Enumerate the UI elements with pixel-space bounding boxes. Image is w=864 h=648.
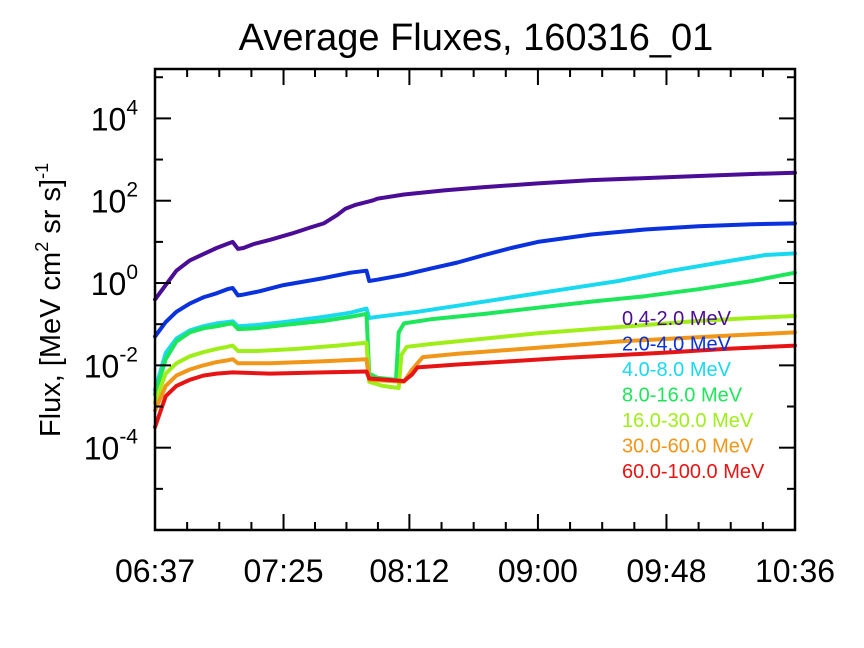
y-tick-labels: 104 102 100 10-2 10-4: [84, 96, 139, 466]
series-layer: [153, 170, 797, 430]
y-tick-label: 102: [91, 179, 138, 220]
series-line-6: [153, 330, 797, 413]
x-tick-label: 10:36: [755, 553, 835, 589]
series-line-2: [153, 221, 797, 339]
plot-frame: [153, 67, 797, 532]
x-tick-label: 08:12: [369, 553, 449, 589]
legend-entry-3: 4.0-8.0 MeV: [622, 359, 732, 381]
legend-entry-5: 16.0-30.0 MeV: [622, 410, 754, 432]
ticks-layer: [154, 69, 796, 530]
x-tick-label: 06:37: [115, 553, 195, 589]
legend-entry-6: 30.0-60.0 MeV: [622, 436, 754, 458]
y-tick-label: 104: [91, 96, 139, 137]
x-tick-label: 09:00: [498, 553, 578, 589]
y-tick-label: 100: [91, 261, 138, 302]
series-line-7: [153, 343, 797, 430]
legend: 0.4-2.0 MeV 2.0-4.0 MeV 4.0-8.0 MeV 8.0-16.…: [622, 308, 765, 483]
y-axis-label-base: Flux, [MeV cm: [35, 252, 67, 437]
legend-entry-4: 8.0-16.0 MeV: [622, 385, 743, 407]
y-axis-label-cm-exp: 2: [32, 242, 52, 252]
x-tick-label: 09:48: [626, 553, 706, 589]
legend-entry-1: 0.4-2.0 MeV: [622, 308, 732, 330]
y-tick-label: 10-2: [84, 343, 138, 384]
y-axis-label-middle: sr s]: [35, 179, 67, 242]
y-axis-label-exp: -1: [32, 163, 52, 179]
series-line-4: [153, 270, 797, 397]
legend-entry-2: 2.0-4.0 MeV: [622, 334, 732, 356]
legend-entry-7: 60.0-100.0 MeV: [622, 461, 765, 483]
chart-title: Average Fluxes, 160316_01: [239, 17, 714, 59]
x-tick-labels: 06:37 07:25 08:12 09:00 09:48 10:36: [115, 553, 835, 589]
series-line-1: [153, 170, 797, 302]
y-tick-label: 10-4: [84, 426, 139, 467]
y-axis-label: Flux, [MeV cm2 sr s]-1: [32, 163, 67, 437]
x-tick-label: 07:25: [243, 553, 323, 589]
svg-text:Flux, [MeV cm2 sr s]-1: Flux, [MeV cm2 sr s]-1: [32, 163, 67, 437]
